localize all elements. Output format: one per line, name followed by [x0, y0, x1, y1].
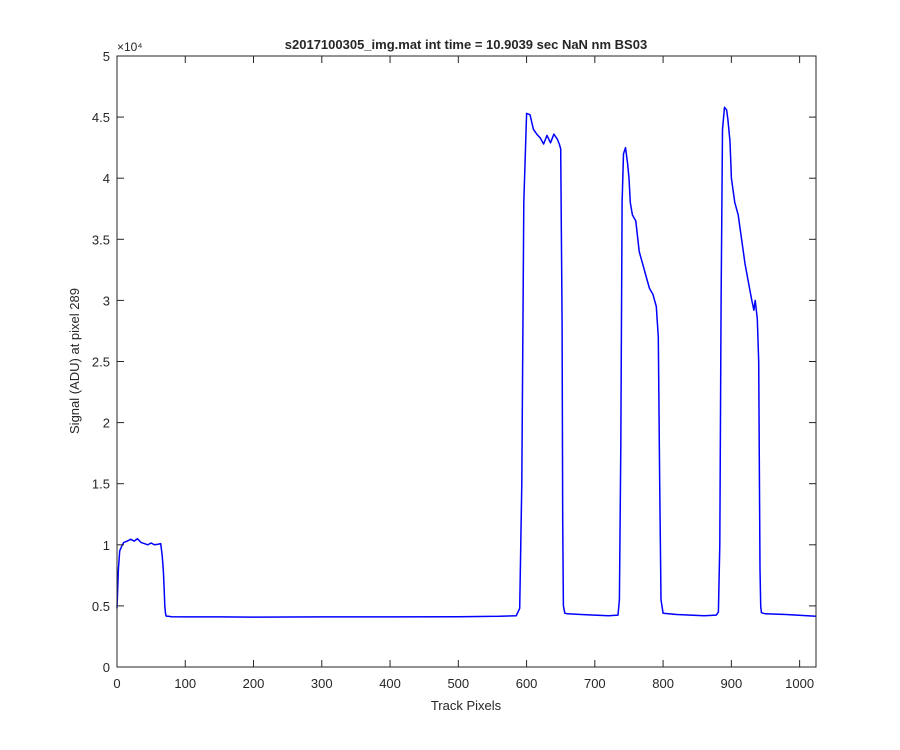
y-exponent-label: ×10⁴	[117, 40, 143, 54]
x-tick-label: 800	[652, 676, 674, 691]
y-tick-label: 4.5	[92, 110, 110, 125]
y-tick-label: 0.5	[92, 599, 110, 614]
y-tick-label: 4	[103, 171, 110, 186]
x-tick-label: 900	[721, 676, 743, 691]
x-tick-labels: 0 100 200 300 400 500 600 700 800 900 1000	[113, 676, 814, 691]
x-tick-label: 0	[113, 676, 120, 691]
plot-box	[116, 55, 817, 668]
x-tick-label: 700	[584, 676, 606, 691]
y-tick-label: 0	[103, 660, 110, 675]
x-tick-label: 100	[174, 676, 196, 691]
plot-area	[117, 56, 816, 667]
x-tick-label: 300	[311, 676, 333, 691]
y-tick-label: 3	[103, 293, 110, 308]
x-tick-label: 600	[516, 676, 538, 691]
y-tick-labels: 0 0.5 1 1.5 2 2.5 3 3.5 4 4.5 5	[92, 49, 110, 675]
y-tick-label: 3.5	[92, 232, 110, 247]
y-tick-label: 1.5	[92, 477, 110, 492]
y-tick-label: 5	[103, 49, 110, 64]
y-axis-label: Signal (ADU) at pixel 289	[67, 288, 82, 434]
y-tick-label: 2.5	[92, 355, 110, 370]
x-axis-label: Track Pixels	[431, 698, 502, 713]
series-layer	[116, 106, 817, 618]
x-tick-label: 1000	[785, 676, 814, 691]
x-tick-label: 500	[447, 676, 469, 691]
series-line	[116, 106, 817, 618]
chart-title: s2017100305_img.mat int time = 10.9039 s…	[285, 37, 647, 52]
x-tick-label: 400	[379, 676, 401, 691]
y-tick-label: 2	[103, 416, 110, 431]
x-tick-label: 200	[243, 676, 265, 691]
y-tick-label: 1	[103, 538, 110, 553]
